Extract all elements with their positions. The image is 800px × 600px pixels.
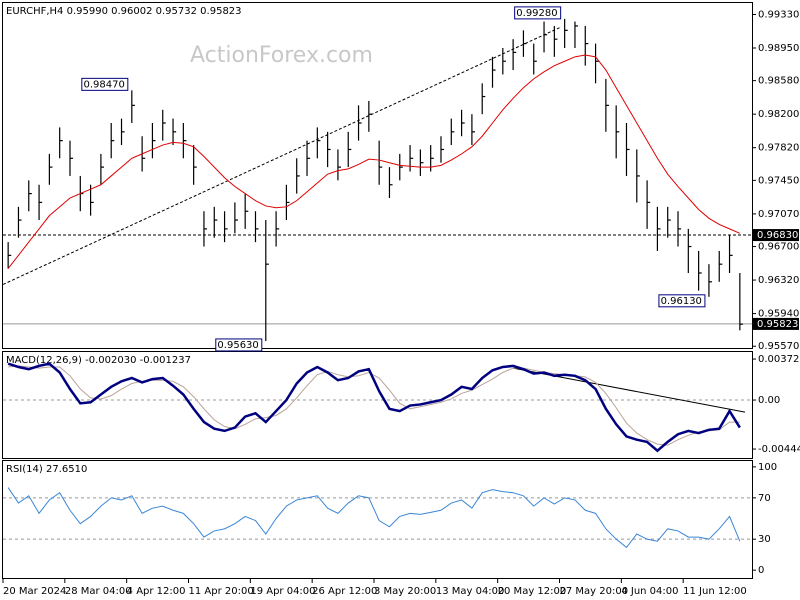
annotation-label: 0.98470 <box>83 79 124 90</box>
price-badge-label: 0.96830 <box>757 230 798 241</box>
x-tick-label: 11 Jun 12:00 <box>683 586 747 597</box>
y-tick-label: 30 <box>758 534 771 545</box>
y-tick-label: 0.98580 <box>758 76 799 87</box>
y-tick-label: 0.98950 <box>758 43 799 54</box>
y-tick-label: 70 <box>758 493 771 504</box>
y-tick-label: 0 <box>758 565 764 576</box>
x-tick-label: 11 Apr 20:00 <box>189 586 254 597</box>
annotation-box <box>215 338 263 352</box>
price-panel <box>2 2 753 349</box>
y-tick-label: 0.00 <box>758 395 780 406</box>
y-tick-label: 0.00372 <box>758 354 799 365</box>
y-tick-label: 0.97070 <box>758 209 799 220</box>
rsi-title: RSI(14) 27.6510 <box>6 464 87 475</box>
price-badge <box>753 317 799 330</box>
annotation-box <box>514 6 562 20</box>
macd-signal <box>8 365 740 446</box>
y-tick-label: 0.97820 <box>758 143 799 154</box>
y-tick-label: 0.95570 <box>758 341 799 352</box>
y-tick-label: -0.004447 <box>758 444 800 455</box>
rsi-line <box>7 487 741 549</box>
y-tick-label: 100 <box>758 462 777 473</box>
macd-main <box>7 362 741 453</box>
chart-title: EURCHF,H4 0.95990 0.96002 0.95732 0.9582… <box>6 6 242 17</box>
x-tick-label: 20 Mar 2024 <box>3 586 66 597</box>
y-tick-label: 0.96320 <box>758 275 799 286</box>
y-tick-label: 0.96700 <box>758 242 799 253</box>
y-tick-label: 0.97450 <box>758 175 799 186</box>
annotation-label: 0.99280 <box>516 8 557 19</box>
y-tick-label: 0.99330 <box>758 9 799 20</box>
y-tick-label: 0.98200 <box>758 109 799 120</box>
annotation-box <box>81 77 129 91</box>
x-tick-label: 20 May 12:00 <box>498 586 567 597</box>
macd-panel <box>2 351 753 459</box>
x-tick-label: 28 Mar 04:00 <box>65 586 132 597</box>
annotation-label: 0.96130 <box>661 296 702 307</box>
x-tick-label: 27 May 20:00 <box>560 586 629 597</box>
price-badge <box>753 229 799 242</box>
moving-average <box>7 54 741 269</box>
x-tick-label: 4 Jun 04:00 <box>621 586 678 597</box>
x-tick-label: 3 May 20:00 <box>374 586 436 597</box>
x-tick-label: 4 Apr 12:00 <box>127 586 186 597</box>
price-badge-label: 0.95823 <box>757 319 798 330</box>
annotation-label: 0.95630 <box>217 340 258 351</box>
y-tick-label: 0.95940 <box>758 309 799 320</box>
x-tick-label: 13 May 04:00 <box>436 586 505 597</box>
watermark: ActionForex.com <box>190 43 373 68</box>
rsi-panel <box>2 460 753 579</box>
trendline <box>2 27 560 285</box>
macd-title: MACD(12,26,9) -0.002030 -0.001237 <box>6 355 191 366</box>
annotation-box <box>658 294 706 308</box>
x-tick-label: 26 Apr 12:00 <box>312 586 377 597</box>
x-tick-label: 19 Apr 04:00 <box>250 586 315 597</box>
